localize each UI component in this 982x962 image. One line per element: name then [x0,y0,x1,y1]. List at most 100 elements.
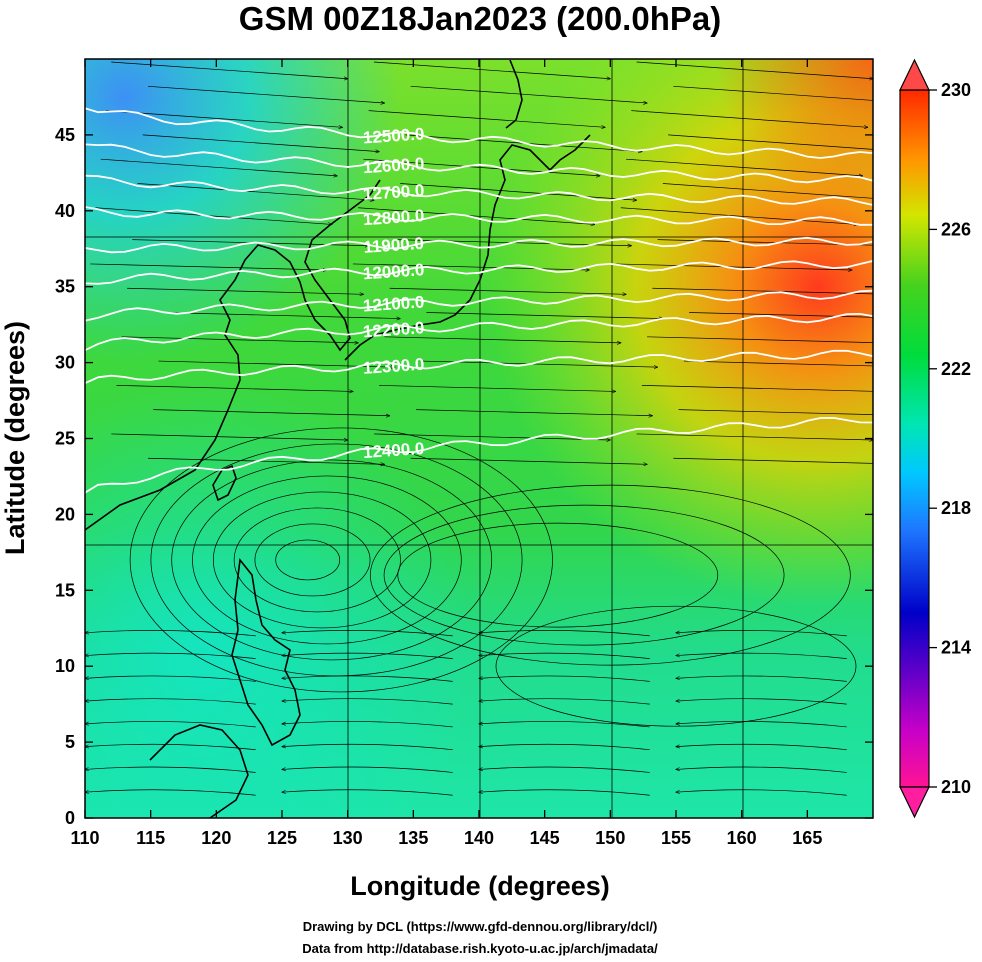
streamline [631,110,867,128]
height-contour [85,289,873,322]
colorbar-extend-bottom [899,786,930,819]
contour-label: 12400.0 [362,439,425,462]
streamline [352,263,589,270]
streamline [282,698,453,705]
colorbar-ticks: 210 214 218 222 226 230 [929,80,971,797]
x-tick-label: 110 [70,828,99,848]
streamline [95,207,332,225]
colorbar-tick-label: 230 [941,80,971,100]
streamline [415,409,652,416]
height-contour [85,349,873,385]
streamline [282,675,453,682]
streamline [282,743,453,751]
height-contour [85,260,873,285]
streamline [689,312,873,318]
streamline [676,789,847,796]
contour-label: 12100.0 [362,292,425,315]
streamline [426,312,662,319]
streamline [647,336,873,343]
contour-label: 12000.0 [362,260,425,283]
credit-drawing: Drawing by DCL (https://www.gfd-dennou.o… [303,919,658,934]
y-tick-label: 30 [55,353,75,373]
streamline [479,721,650,728]
contour-label: 12700.0 [362,181,425,204]
streamline [282,652,453,659]
streamline-vortex [212,491,432,629]
streamline [100,158,337,176]
streamline-loop [397,522,719,628]
streamline [90,263,326,270]
colorbar-tick-label: 226 [941,219,971,239]
coastline-china-korea [85,179,381,531]
streamline [479,789,650,796]
height-contour [85,107,873,159]
streamline-loop [495,605,857,727]
streamline [111,61,347,79]
streamline [85,652,256,659]
streamline [641,385,873,392]
streamline [282,789,453,796]
height-contour [85,143,873,184]
streamline-loop [383,504,785,646]
streamline [116,385,353,391]
streamline [142,134,379,152]
streamline [85,698,256,705]
streamline [676,652,847,659]
streamline [683,360,873,367]
streamline [676,698,847,705]
y-tick-label: 20 [55,504,75,524]
streamline [673,457,873,464]
streamline [676,675,847,682]
colorbar: 210 214 218 222 226 230 [899,58,971,819]
y-tick-label: 35 [55,277,75,297]
x-tick-label: 160 [727,828,757,848]
streamline [282,721,453,728]
streamline [421,360,657,367]
x-axis: 110 115 120 125 130 135 140 145 150 155 160 165 [70,59,822,848]
coastline-japan [344,134,591,361]
streamline-vortex [129,427,553,693]
streamline [121,336,358,343]
wind-streamlines [85,61,873,796]
streamline [373,433,610,440]
streamline [676,721,847,728]
streamline [636,61,873,79]
streamline [410,85,647,103]
streamline [662,183,873,199]
x-tick-label: 125 [267,828,297,848]
y-tick-label: 10 [55,656,75,676]
streamline [479,630,650,637]
streamline [158,360,395,367]
streamline [479,698,650,705]
streamline [85,675,256,682]
streamline [85,630,256,637]
credit-data: Data from http://database.rish.kyoto-u.a… [302,941,658,956]
height-contour [85,312,873,352]
streamline [163,312,400,319]
streamline-vortex [233,507,401,613]
y-tick-label: 25 [55,429,75,449]
contour-label: 11900.0 [363,234,425,257]
y-tick-label: 40 [55,201,75,221]
streamline [85,766,256,773]
streamline [148,457,384,464]
y-axis: 0 5 10 15 20 25 30 35 40 45 [55,125,873,828]
streamline [85,789,256,796]
coastline-borneo [149,724,249,818]
streamline [479,743,650,751]
streamline [85,743,256,751]
streamline [620,207,857,225]
height-contour [85,174,873,206]
streamline [676,630,847,637]
x-tick-label: 155 [661,828,691,848]
streamline [400,183,636,200]
streamline [652,287,873,295]
streamline [85,721,256,728]
chart-title: GSM 00Z18Jan2023 (200.0hPa) [239,0,721,37]
streamline [626,158,862,176]
streamline [368,110,605,128]
x-tick-label: 130 [333,828,363,848]
